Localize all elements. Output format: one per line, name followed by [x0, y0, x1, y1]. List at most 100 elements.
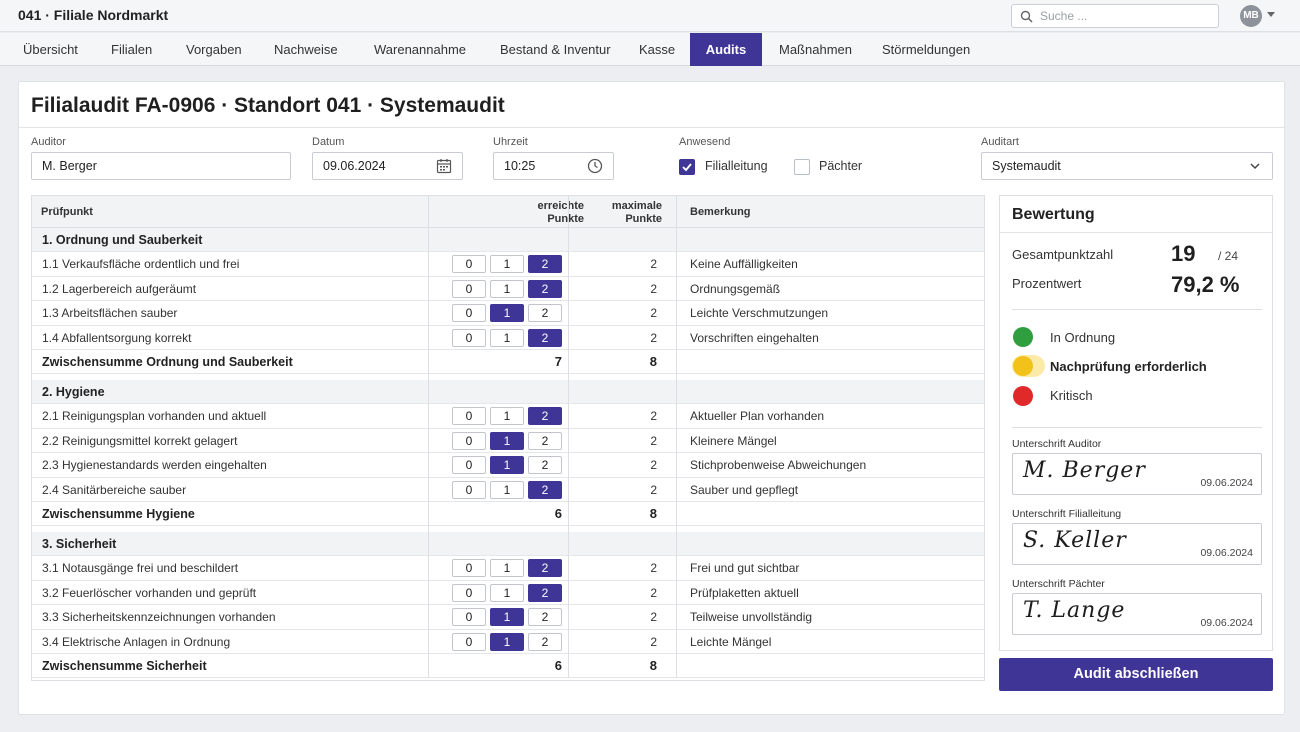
header-remark: Bemerkung: [690, 206, 751, 218]
points-option-0-button[interactable]: 0: [452, 304, 486, 322]
points-option-2-button[interactable]: 2: [528, 608, 562, 626]
points-option-1-button[interactable]: 1: [490, 583, 524, 602]
item-label: 3.3 Sicherheitskennzeichnungen vorhanden: [42, 610, 276, 624]
points-option-2-button[interactable]: 2: [528, 431, 562, 450]
signature-auditor-field[interactable]: M. Berger 09.06.2024: [1012, 453, 1262, 495]
audit-type-select[interactable]: Systemaudit: [981, 152, 1273, 180]
points-option-2-button[interactable]: 2: [528, 632, 562, 651]
points-option-1-button[interactable]: 1: [490, 407, 524, 425]
status-ok-dot: [1013, 327, 1033, 347]
column-divider: [428, 196, 429, 678]
audit-card: Filialaudit FA-0906 · Standort 041 · Sys…: [18, 81, 1285, 715]
user-avatar[interactable]: MB: [1240, 5, 1262, 27]
subtotal-achieved: 6: [554, 506, 562, 521]
points-option-2-button[interactable]: 2: [528, 279, 562, 298]
points-option-1-button[interactable]: 1: [490, 456, 524, 474]
item-label: 2.4 Sanitärbereiche sauber: [42, 482, 187, 497]
present-label: Anwesend: [679, 136, 731, 148]
tab-nachweise[interactable]: Nachweise: [274, 42, 338, 57]
search-box[interactable]: [1011, 4, 1219, 28]
points-option-2-button[interactable]: 2: [528, 480, 562, 499]
subtotal-label: Zwischensumme Sicherheit: [42, 659, 207, 673]
search-input[interactable]: [1040, 8, 1210, 24]
points-option-0-button[interactable]: 0: [452, 279, 486, 298]
signature-paechter-field[interactable]: T. Lange 09.06.2024: [1012, 593, 1262, 635]
page-title: Filialaudit FA-0906 · Standort 041 · Sys…: [31, 94, 505, 117]
signature-filialleitung-label: Unterschrift Filialleitung: [1012, 508, 1122, 520]
table-row: 3.4 Elektrische Anlagen in Ordnung 0 1 2 2 Le…: [32, 630, 984, 654]
paechter-label: Pächter: [819, 159, 863, 173]
finish-audit-button[interactable]: Audit abschließen: [999, 658, 1273, 691]
signature-paechter-date: 09.06.2024: [1200, 617, 1253, 629]
item-max-points: 2: [650, 610, 657, 624]
subtotal-max: 8: [649, 354, 657, 369]
percent-value: 79,2 %: [1171, 272, 1240, 297]
points-option-1-button[interactable]: 1: [490, 279, 524, 298]
points-option-2-button[interactable]: 2: [528, 456, 562, 474]
points-option-0-button[interactable]: 0: [452, 431, 486, 450]
item-remark: Frei und gut sichtbar: [690, 561, 800, 575]
header-max: maximale Punkte: [592, 200, 662, 226]
chevron-down-icon[interactable]: [1267, 12, 1275, 17]
points-option-0-button[interactable]: 0: [452, 608, 486, 626]
tab-vorgaben[interactable]: Vorgaben: [186, 42, 242, 57]
points-option-0-button[interactable]: 0: [452, 328, 486, 347]
points-option-1-button[interactable]: 1: [490, 480, 524, 499]
tab-audits[interactable]: Audits: [690, 33, 762, 66]
item-remark: Prüfplaketten aktuell: [690, 585, 799, 600]
auditor-field[interactable]: M. Berger: [31, 152, 291, 180]
points-option-0-button[interactable]: 0: [452, 583, 486, 602]
points-option-1-button[interactable]: 1: [490, 431, 524, 450]
item-label: 2.1 Reinigungsplan vorhanden und aktuell: [42, 409, 267, 423]
tab-uebersicht[interactable]: Übersicht: [23, 42, 78, 57]
signature-filialleitung-field[interactable]: S. Keller 09.06.2024: [1012, 523, 1262, 565]
tab-bestand-inventur[interactable]: Bestand & Inventur: [500, 42, 611, 57]
points-option-2-button[interactable]: 2: [528, 407, 562, 425]
tab-kasse[interactable]: Kasse: [639, 42, 676, 57]
filialleitung-checkbox[interactable]: [679, 159, 695, 175]
points-option-2-button[interactable]: 2: [528, 304, 562, 322]
item-label: 1.4 Abfallentsorgung korrekt: [42, 330, 192, 345]
section-title: 3. Sicherheit: [42, 537, 117, 551]
points-option-1-button[interactable]: 1: [490, 304, 524, 322]
table-row: 1.3 Arbeitsflächen sauber 0 1 2 2 Leichte Ver…: [32, 301, 984, 326]
item-max-points: 2: [650, 281, 657, 296]
points-option-0-button[interactable]: 0: [452, 407, 486, 425]
item-remark: Ordnungsgemäß: [690, 281, 781, 296]
divider: [1000, 232, 1272, 233]
points-option-1-button[interactable]: 1: [490, 632, 524, 651]
points-option-2-button[interactable]: 2: [528, 255, 562, 273]
calendar-icon[interactable]: [436, 158, 452, 174]
item-max-points: 2: [650, 306, 657, 320]
points-option-0-button[interactable]: 0: [452, 480, 486, 499]
points-option-0-button[interactable]: 0: [452, 255, 486, 273]
points-option-2-button[interactable]: 2: [528, 328, 562, 347]
item-max-points: 2: [650, 433, 657, 448]
tab-filialen[interactable]: Filialen: [111, 42, 153, 57]
item-remark: Vorschriften eingehalten: [690, 330, 819, 345]
item-label: 3.1 Notausgänge frei und beschildert: [42, 561, 239, 575]
clock-icon[interactable]: [587, 158, 603, 174]
points-option-2-button[interactable]: 2: [528, 583, 562, 602]
date-field[interactable]: 09.06.2024: [312, 152, 463, 180]
points-option-0-button[interactable]: 0: [452, 559, 486, 577]
item-label: 1.3 Arbeitsflächen sauber: [42, 306, 178, 320]
points-option-2-button[interactable]: 2: [528, 559, 562, 577]
subtotal-label: Zwischensumme Hygiene: [42, 507, 195, 521]
points-option-1-button[interactable]: 1: [490, 559, 524, 577]
points-option-1-button[interactable]: 1: [490, 255, 524, 273]
signature-auditor-date: 09.06.2024: [1200, 477, 1253, 489]
tab-stoermeldungen[interactable]: Störmeldungen: [882, 42, 971, 57]
points-option-1-button[interactable]: 1: [490, 328, 524, 347]
section-title: 1. Ordnung und Sauberkeit: [42, 233, 203, 247]
points-option-1-button[interactable]: 1: [490, 608, 524, 626]
tab-massnahmen[interactable]: Maßnahmen: [779, 42, 852, 57]
points-option-0-button[interactable]: 0: [452, 632, 486, 651]
header-item: Prüfpunkt: [41, 206, 93, 218]
time-field[interactable]: 10:25: [493, 152, 614, 180]
total-max: / 24: [1218, 249, 1239, 263]
divider: [1012, 427, 1262, 428]
points-option-0-button[interactable]: 0: [452, 456, 486, 474]
paechter-checkbox[interactable]: [794, 159, 810, 175]
tab-warenannahme[interactable]: Warenannahme: [374, 42, 467, 57]
